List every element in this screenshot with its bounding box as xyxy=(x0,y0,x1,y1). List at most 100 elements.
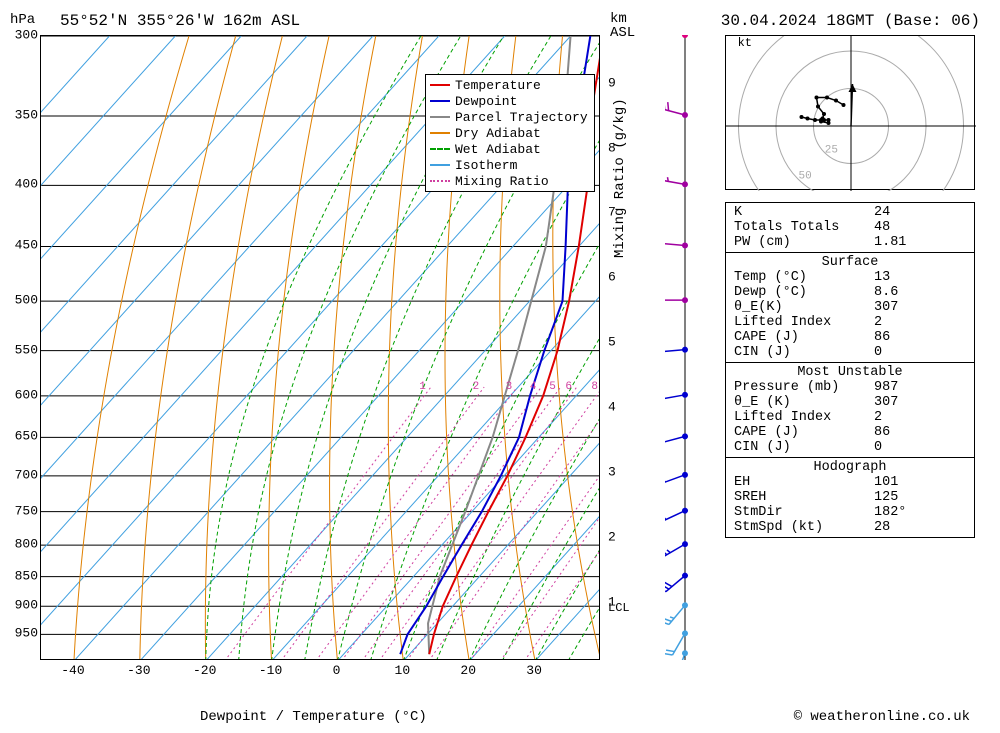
y-ticks-pressure: 3003504004505005506006507007508008509009… xyxy=(5,35,40,660)
legend-item: Parcel Trajectory xyxy=(430,109,590,125)
index-label: CIN (J) xyxy=(734,345,874,360)
index-value: 1.81 xyxy=(874,235,966,250)
index-label: Lifted Index xyxy=(734,315,874,330)
index-row: CAPE (J)86 xyxy=(734,425,966,440)
indices-most-unstable: Most Unstable Pressure (mb)987θ_E (K)307… xyxy=(726,363,974,458)
index-value: 48 xyxy=(874,220,966,235)
index-label: StmSpd (kt) xyxy=(734,520,874,535)
pressure-tick: 850 xyxy=(15,568,38,583)
index-value: 28 xyxy=(874,520,966,535)
legend: TemperatureDewpointParcel TrajectoryDry … xyxy=(425,74,595,192)
index-row: CIN (J)0 xyxy=(734,345,966,360)
altitude-tick: 6 xyxy=(608,270,616,285)
altitude-tick: 4 xyxy=(608,400,616,415)
mu-header: Most Unstable xyxy=(734,365,966,380)
mixing-ratio-value: 5 xyxy=(549,381,556,393)
pressure-tick: 750 xyxy=(15,503,38,518)
legend-label: Dewpoint xyxy=(455,94,517,109)
indices-hodograph: Hodograph EH101SREH125StmDir182°StmSpd (… xyxy=(726,458,974,537)
legend-label: Temperature xyxy=(455,78,541,93)
index-label: Dewp (°C) xyxy=(734,285,874,300)
index-value: 2 xyxy=(874,315,966,330)
pressure-tick: 650 xyxy=(15,429,38,444)
copyright: © weatheronline.co.uk xyxy=(794,709,970,725)
legend-item: Dry Adiabat xyxy=(430,125,590,141)
temperature-tick: 30 xyxy=(526,663,542,678)
index-row: Lifted Index2 xyxy=(734,315,966,330)
index-row: CIN (J)0 xyxy=(734,440,966,455)
wind-barbs-svg xyxy=(665,35,725,660)
altitude-tick: 3 xyxy=(608,465,616,480)
index-label: K xyxy=(734,205,874,220)
index-value: 307 xyxy=(874,395,966,410)
mixing-ratio-value: 2 xyxy=(473,381,480,393)
skewt-diagram: TemperatureDewpointParcel TrajectoryDry … xyxy=(40,35,600,660)
y-axis-label-pressure: hPa xyxy=(10,12,35,28)
legend-label: Mixing Ratio xyxy=(455,174,549,189)
index-row: Totals Totals48 xyxy=(734,220,966,235)
mixing-ratio-value: 8 xyxy=(591,381,598,393)
x-ticks-temperature: -40-30-20-100102030 xyxy=(40,663,600,678)
pressure-tick: 450 xyxy=(15,238,38,253)
container: 55°52'N 355°26'W 162m ASL 30.04.2024 18G… xyxy=(0,0,1000,733)
legend-swatch xyxy=(430,116,450,118)
pressure-tick: 550 xyxy=(15,342,38,357)
index-label: PW (cm) xyxy=(734,235,874,250)
index-value: 101 xyxy=(874,475,966,490)
title-datetime: 30.04.2024 18GMT (Base: 06) xyxy=(721,12,980,30)
mixing-ratio-value: 6 xyxy=(565,381,572,393)
svg-text:25: 25 xyxy=(825,144,838,156)
index-row: θ_E(K)307 xyxy=(734,300,966,315)
pressure-tick: 800 xyxy=(15,537,38,552)
legend-swatch xyxy=(430,148,450,150)
index-label: Lifted Index xyxy=(734,410,874,425)
indices-surface: Surface Temp (°C)13Dewp (°C)8.6θ_E(K)307… xyxy=(726,253,974,363)
x-axis-label: Dewpoint / Temperature (°C) xyxy=(200,709,427,725)
index-label: Pressure (mb) xyxy=(734,380,874,395)
hodograph: 255075 xyxy=(725,35,975,190)
surface-header: Surface xyxy=(734,255,966,270)
title-location: 55°52'N 355°26'W 162m ASL xyxy=(60,12,300,30)
index-label: EH xyxy=(734,475,874,490)
pressure-tick: 600 xyxy=(15,387,38,402)
index-value: 2 xyxy=(874,410,966,425)
temperature-tick: 20 xyxy=(460,663,476,678)
index-value: 987 xyxy=(874,380,966,395)
index-row: EH101 xyxy=(734,475,966,490)
index-row: Pressure (mb)987 xyxy=(734,380,966,395)
indices-top: K24Totals Totals48PW (cm)1.81 xyxy=(726,203,974,253)
legend-swatch xyxy=(430,132,450,134)
legend-item: Dewpoint xyxy=(430,93,590,109)
wind-barbs xyxy=(665,35,725,660)
legend-swatch xyxy=(430,100,450,102)
legend-label: Parcel Trajectory xyxy=(455,110,588,125)
lcl-label: LCL xyxy=(608,601,630,615)
legend-item: Isotherm xyxy=(430,157,590,173)
index-row: Lifted Index2 xyxy=(734,410,966,425)
pressure-tick: 900 xyxy=(15,598,38,613)
svg-text:50: 50 xyxy=(799,171,812,183)
index-value: 86 xyxy=(874,425,966,440)
pressure-tick: 700 xyxy=(15,467,38,482)
legend-label: Isotherm xyxy=(455,158,517,173)
altitude-tick: 9 xyxy=(608,75,616,90)
indices-panel: K24Totals Totals48PW (cm)1.81 Surface Te… xyxy=(725,202,975,538)
index-value: 86 xyxy=(874,330,966,345)
index-value: 13 xyxy=(874,270,966,285)
index-row: K24 xyxy=(734,205,966,220)
altitude-tick: 2 xyxy=(608,529,616,544)
index-row: SREH125 xyxy=(734,490,966,505)
pressure-tick: 400 xyxy=(15,177,38,192)
temperature-tick: -40 xyxy=(61,663,84,678)
index-value: 8.6 xyxy=(874,285,966,300)
index-value: 307 xyxy=(874,300,966,315)
index-value: 0 xyxy=(874,440,966,455)
index-value: 125 xyxy=(874,490,966,505)
index-label: CAPE (J) xyxy=(734,425,874,440)
index-label: θ_E (K) xyxy=(734,395,874,410)
index-label: CAPE (J) xyxy=(734,330,874,345)
mixing-ratio-value: 1 xyxy=(419,381,426,393)
index-row: StmDir182° xyxy=(734,505,966,520)
mixing-ratio-value: 3 xyxy=(506,381,513,393)
index-row: Temp (°C)13 xyxy=(734,270,966,285)
